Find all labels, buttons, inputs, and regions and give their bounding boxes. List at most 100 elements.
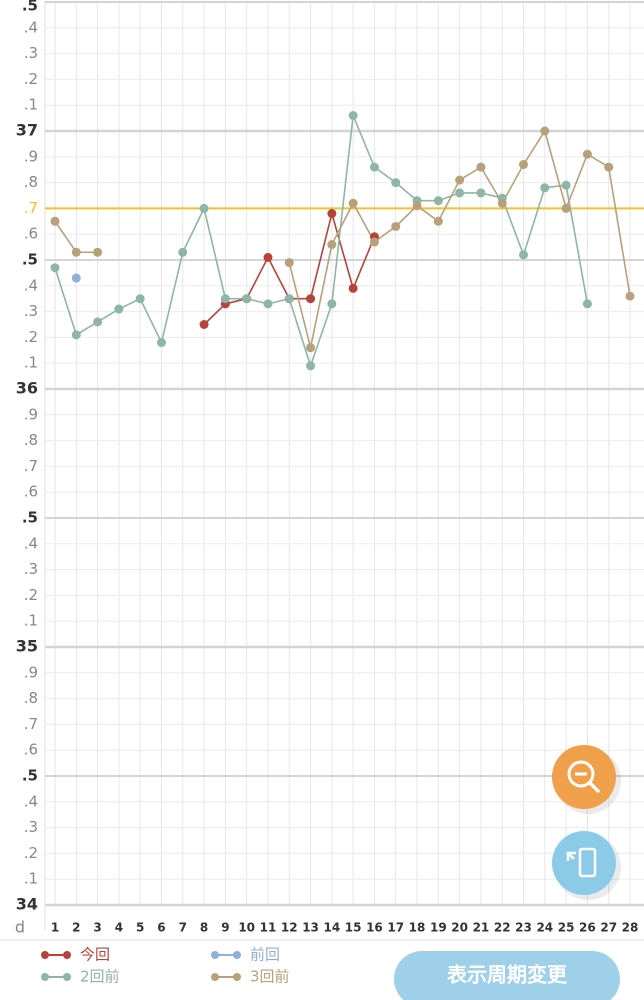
data-point <box>263 299 273 309</box>
x-tick-label: 24 <box>536 921 553 935</box>
x-tick-label: 9 <box>221 921 229 935</box>
data-point <box>50 263 60 273</box>
data-point <box>306 294 316 304</box>
data-point <box>284 294 294 304</box>
y-tick-label: .1 <box>24 612 38 630</box>
rotate-button[interactable] <box>552 831 621 900</box>
data-point <box>519 250 529 260</box>
data-point <box>306 361 316 371</box>
x-tick-label: 14 <box>324 921 341 935</box>
legend-dot <box>233 973 241 981</box>
data-point <box>114 304 124 314</box>
y-tick-label: .5 <box>22 767 38 785</box>
data-point <box>519 160 529 170</box>
y-tick-label: .5 <box>22 0 38 15</box>
x-tick-label: 26 <box>579 921 596 935</box>
data-point <box>433 196 443 206</box>
x-tick-label: 7 <box>179 921 187 935</box>
data-point <box>561 203 571 213</box>
zoom-out-button[interactable] <box>552 745 621 814</box>
data-point <box>604 162 614 172</box>
data-point <box>455 188 465 198</box>
y-tick-label: .6 <box>24 741 38 759</box>
data-point <box>540 126 550 136</box>
x-tick-label: 20 <box>451 921 468 935</box>
data-point <box>71 247 81 257</box>
y-tick-label: .5 <box>22 509 38 527</box>
button-label: 表示周期変更 <box>447 963 568 987</box>
y-tick-label: .3 <box>24 818 38 836</box>
data-point <box>476 188 486 198</box>
x-tick-label: 12 <box>281 921 298 935</box>
data-point <box>242 294 252 304</box>
y-tick-label: .9 <box>24 663 38 681</box>
legend-label: 今回 <box>80 946 110 964</box>
legend-dot <box>233 951 241 959</box>
x-axis-label: d <box>15 918 25 937</box>
y-tick-label: 35 <box>16 637 38 656</box>
legend-dot <box>41 951 49 959</box>
legend-label: 2回前 <box>80 968 120 986</box>
y-tick-label: .4 <box>24 792 38 810</box>
x-tick-label: 28 <box>622 921 639 935</box>
y-tick-label: .4 <box>24 534 38 552</box>
legend-dot <box>211 973 219 981</box>
y-tick-label: .8 <box>24 431 38 449</box>
x-tick-label: 3 <box>93 921 101 935</box>
legend-dot <box>41 973 49 981</box>
data-point <box>306 343 316 353</box>
legend-dot <box>63 951 71 959</box>
x-tick-label: 4 <box>115 921 123 935</box>
x-tick-label: 17 <box>387 921 404 935</box>
data-point <box>156 338 166 348</box>
change-period-button[interactable]: 表示周期変更 <box>394 951 620 1000</box>
y-tick-label: .8 <box>24 173 38 191</box>
data-point <box>135 294 145 304</box>
data-point <box>348 283 358 293</box>
data-point <box>263 252 273 262</box>
data-point <box>540 183 550 193</box>
data-point <box>476 162 486 172</box>
x-tick-label: 27 <box>600 921 617 935</box>
x-tick-label: 19 <box>430 921 447 935</box>
data-point <box>327 299 337 309</box>
y-tick-label: .3 <box>24 302 38 320</box>
x-tick-label: 15 <box>345 921 362 935</box>
data-point <box>178 247 188 257</box>
x-tick-label: 22 <box>494 921 511 935</box>
y-tick-label: .2 <box>24 844 38 862</box>
y-tick-label: .9 <box>24 147 38 165</box>
legend-label: 3回前 <box>250 968 290 986</box>
y-tick-label: .1 <box>24 870 38 888</box>
x-tick-label: 10 <box>238 921 255 935</box>
data-point <box>199 203 209 213</box>
data-point <box>199 320 209 329</box>
x-tick-label: 1 <box>51 921 59 935</box>
y-tick-label: .1 <box>24 96 38 114</box>
data-point <box>582 299 592 309</box>
data-point <box>93 247 103 257</box>
y-tick-label: .6 <box>24 225 38 243</box>
x-tick-label: 8 <box>200 921 208 935</box>
y-tick-label: .7 <box>24 715 38 733</box>
x-tick-label: 6 <box>157 921 165 935</box>
y-tick-label: .3 <box>24 560 38 578</box>
x-tick-label: 13 <box>302 921 319 935</box>
y-tick-label: .6 <box>24 483 38 501</box>
x-tick-label: 25 <box>558 921 575 935</box>
data-point <box>455 175 465 185</box>
data-point <box>348 111 358 121</box>
y-tick-label: .4 <box>24 18 38 36</box>
data-point <box>391 178 401 188</box>
data-point <box>369 162 379 172</box>
x-tick-label: 18 <box>409 921 426 935</box>
data-point <box>625 291 635 301</box>
x-tick-label: 2 <box>72 921 80 935</box>
data-point <box>391 221 401 231</box>
y-tick-label: .2 <box>24 328 38 346</box>
data-point <box>497 198 507 208</box>
y-tick-label: 34 <box>16 895 38 914</box>
data-point <box>348 198 358 208</box>
y-tick-label: .7 <box>24 199 38 217</box>
